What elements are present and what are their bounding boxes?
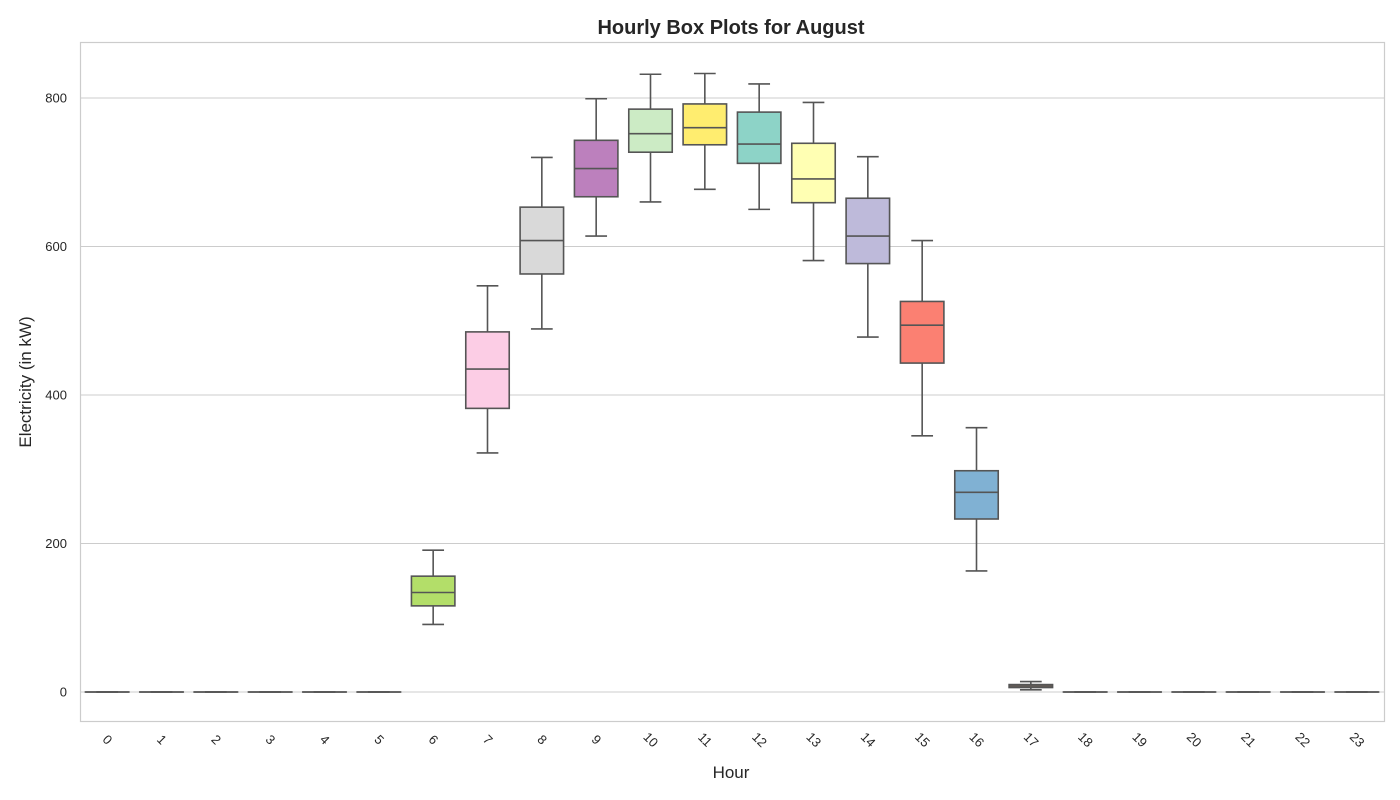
box-hour-17 [1008,680,1054,691]
x-tick-label: 23 [1347,729,1368,750]
x-tick-label: 7 [480,732,496,748]
plot-frame [79,41,1386,723]
box-iqr [464,331,511,410]
chart-title: Hourly Box Plots for August [597,17,864,39]
x-tick-label: 17 [1021,729,1042,750]
box-iqr [410,575,456,607]
box-hour-9 [573,97,619,237]
x-tick-label: 16 [966,729,987,750]
box-hour-14 [845,155,891,338]
y-tick-label: 0 [60,685,67,700]
box-iqr [899,300,945,364]
box-hour-8 [519,156,565,330]
x-tick-label: 14 [858,729,879,750]
x-tick-labels: 0 1 2 3 4 5 6 7 8 9 10 11 12 13 14 15 16 17 18 19 20 21 22 23 [100,729,1368,750]
y-tick-labels: 0 200 400 600 800 [45,91,67,700]
box-iqr [790,142,837,204]
box-hour-11 [682,72,728,191]
x-tick-label: 11 [695,730,715,750]
box-hour-16 [953,426,1000,572]
x-tick-label: 18 [1075,729,1096,750]
y-tick-label: 600 [45,239,67,254]
box-iqr [953,469,1000,520]
x-tick-label: 12 [749,729,770,750]
y-tick-label: 800 [45,91,67,106]
x-tick-label: 21 [1238,729,1259,750]
x-tick-label: 13 [803,729,824,750]
x-tick-label: 5 [371,732,387,748]
box-iqr [845,197,891,265]
x-tick-label: 1 [154,732,170,748]
grid-lines [80,97,1384,693]
x-tick-label: 6 [426,732,442,748]
x-tick-label: 20 [1184,729,1205,750]
x-tick-label: 15 [912,729,933,750]
box-hour-10 [627,73,674,203]
x-tick-label: 2 [208,732,224,748]
box-hour-13 [790,101,837,262]
box-hour-7 [464,285,511,454]
x-axis-label: Hour [713,763,750,782]
box-iqr [627,108,674,154]
y-tick-label: 400 [45,388,67,403]
x-tick-label: 3 [263,732,279,748]
x-tick-label: 9 [589,732,605,748]
box-iqr [682,103,728,146]
y-axis-label: Electricity (in kW) [16,316,35,447]
x-tick-label: 0 [100,732,116,748]
box-hour-6 [410,549,456,626]
box-iqr [736,111,782,165]
y-tick-label: 200 [45,536,67,551]
box-hour-12 [736,83,782,211]
x-tick-label: 19 [1129,729,1150,750]
x-tick-label: 8 [534,732,550,748]
x-tick-label: 10 [640,729,661,750]
x-tick-label: 22 [1292,729,1313,750]
x-tick-label: 4 [317,732,333,748]
box-hour-15 [899,239,945,437]
boxes [84,72,1380,693]
